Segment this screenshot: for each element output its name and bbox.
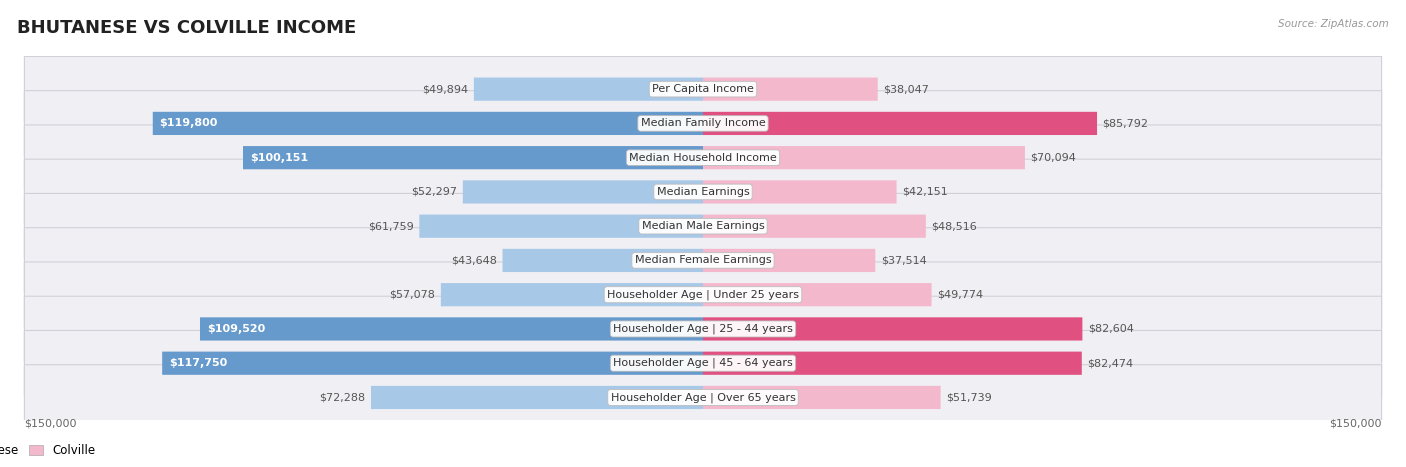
Text: $109,520: $109,520 xyxy=(207,324,266,334)
Text: $150,000: $150,000 xyxy=(1329,418,1382,428)
Text: Householder Age | Under 25 years: Householder Age | Under 25 years xyxy=(607,290,799,300)
FancyBboxPatch shape xyxy=(703,283,932,306)
Text: $37,514: $37,514 xyxy=(880,255,927,265)
FancyBboxPatch shape xyxy=(24,228,1382,293)
Text: $82,604: $82,604 xyxy=(1088,324,1133,334)
Text: $85,792: $85,792 xyxy=(1102,119,1149,128)
Text: $49,774: $49,774 xyxy=(938,290,983,300)
FancyBboxPatch shape xyxy=(200,318,703,340)
Text: $150,000: $150,000 xyxy=(24,418,77,428)
FancyBboxPatch shape xyxy=(24,365,1382,430)
Text: Median Family Income: Median Family Income xyxy=(641,119,765,128)
FancyBboxPatch shape xyxy=(703,249,876,272)
FancyBboxPatch shape xyxy=(162,352,703,375)
FancyBboxPatch shape xyxy=(463,180,703,204)
FancyBboxPatch shape xyxy=(24,296,1382,361)
FancyBboxPatch shape xyxy=(441,283,703,306)
FancyBboxPatch shape xyxy=(703,146,1025,169)
FancyBboxPatch shape xyxy=(24,262,1382,327)
Text: Median Male Earnings: Median Male Earnings xyxy=(641,221,765,231)
FancyBboxPatch shape xyxy=(153,112,703,135)
Text: $117,750: $117,750 xyxy=(169,358,228,368)
Text: $57,078: $57,078 xyxy=(389,290,436,300)
Text: $51,739: $51,739 xyxy=(946,392,991,403)
Text: Source: ZipAtlas.com: Source: ZipAtlas.com xyxy=(1278,19,1389,28)
Text: BHUTANESE VS COLVILLE INCOME: BHUTANESE VS COLVILLE INCOME xyxy=(17,19,356,37)
Text: $38,047: $38,047 xyxy=(883,84,929,94)
FancyBboxPatch shape xyxy=(24,193,1382,259)
FancyBboxPatch shape xyxy=(703,112,1097,135)
FancyBboxPatch shape xyxy=(703,180,897,204)
Text: Householder Age | Over 65 years: Householder Age | Over 65 years xyxy=(610,392,796,403)
FancyBboxPatch shape xyxy=(703,214,925,238)
Text: $82,474: $82,474 xyxy=(1087,358,1133,368)
FancyBboxPatch shape xyxy=(24,331,1382,396)
Text: $43,648: $43,648 xyxy=(451,255,496,265)
Text: Median Household Income: Median Household Income xyxy=(628,153,778,163)
Text: $48,516: $48,516 xyxy=(931,221,977,231)
FancyBboxPatch shape xyxy=(371,386,703,409)
FancyBboxPatch shape xyxy=(474,78,703,101)
FancyBboxPatch shape xyxy=(703,386,941,409)
Legend: Bhutanese, Colville: Bhutanese, Colville xyxy=(0,439,100,462)
FancyBboxPatch shape xyxy=(24,159,1382,225)
FancyBboxPatch shape xyxy=(703,78,877,101)
FancyBboxPatch shape xyxy=(419,214,703,238)
Text: Median Earnings: Median Earnings xyxy=(657,187,749,197)
Text: $61,759: $61,759 xyxy=(368,221,413,231)
Text: Householder Age | 45 - 64 years: Householder Age | 45 - 64 years xyxy=(613,358,793,368)
Text: $100,151: $100,151 xyxy=(250,153,308,163)
Text: Per Capita Income: Per Capita Income xyxy=(652,84,754,94)
Text: $49,894: $49,894 xyxy=(422,84,468,94)
Text: Householder Age | 25 - 44 years: Householder Age | 25 - 44 years xyxy=(613,324,793,334)
Text: $52,297: $52,297 xyxy=(412,187,457,197)
FancyBboxPatch shape xyxy=(243,146,703,169)
Text: $42,151: $42,151 xyxy=(903,187,948,197)
Text: $70,094: $70,094 xyxy=(1031,153,1077,163)
FancyBboxPatch shape xyxy=(24,125,1382,191)
FancyBboxPatch shape xyxy=(703,318,1083,340)
Text: $72,288: $72,288 xyxy=(319,392,366,403)
FancyBboxPatch shape xyxy=(502,249,703,272)
FancyBboxPatch shape xyxy=(24,91,1382,156)
Text: Median Female Earnings: Median Female Earnings xyxy=(634,255,772,265)
FancyBboxPatch shape xyxy=(703,352,1081,375)
FancyBboxPatch shape xyxy=(24,57,1382,122)
Text: $119,800: $119,800 xyxy=(160,119,218,128)
